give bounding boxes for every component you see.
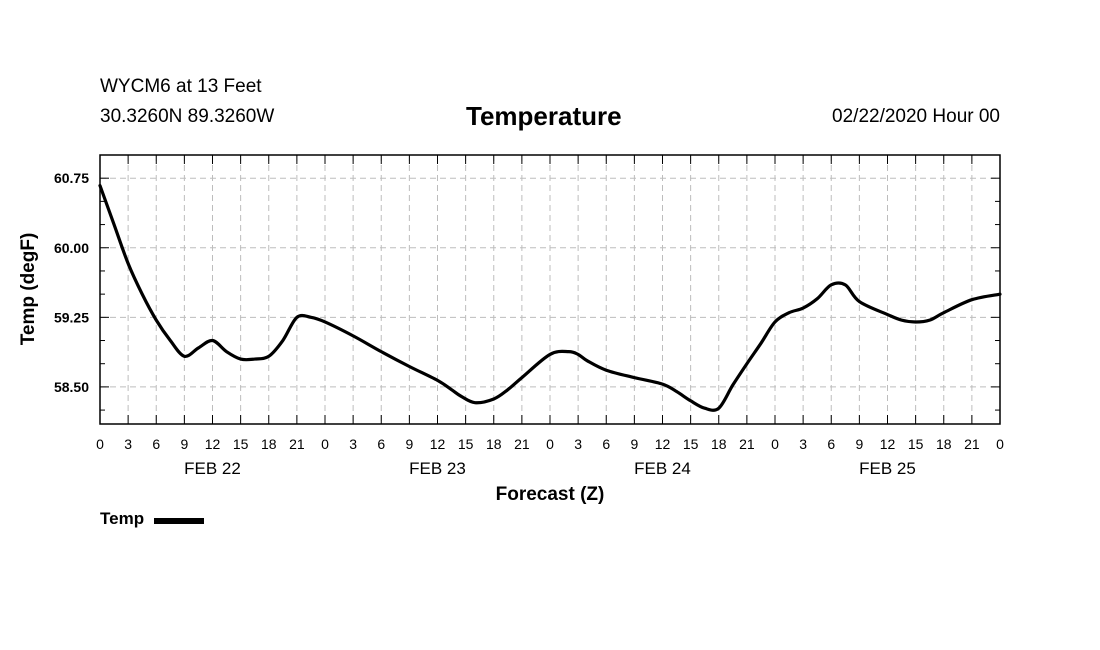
legend-swatch [154,517,205,524]
x-tick-label: 9 [630,436,638,452]
x-tick-label: 0 [996,436,1004,452]
axis-ticks [99,154,1001,424]
x-tick-label: 3 [799,436,807,452]
legend-label: Temp [100,509,145,528]
x-tick-label: 9 [855,436,863,452]
temp-series-line [98,184,1002,412]
x-tick-label: 6 [602,436,610,452]
y-tick-label: 60.00 [54,240,89,256]
x-tick-label: 3 [349,436,357,452]
grid-lines [100,155,1000,424]
y-tick-labels: 58.50 59.25 60.00 60.75 [54,170,89,395]
x-tick-label: 21 [289,436,305,452]
x-tick-label: 18 [936,436,952,452]
x-tick-label: 18 [711,436,727,452]
x-tick-label: 6 [377,436,385,452]
coordinates-label: 30.3260N 89.3260W [100,106,275,127]
y-axis-label: Temp (degF) [18,233,39,346]
y-tick-label: 59.25 [54,309,89,325]
x-tick-label: 18 [261,436,277,452]
x-tick-label: 15 [458,436,474,452]
x-axis-label: Forecast (Z) [496,484,605,505]
legend: Temp [100,509,205,529]
x-tick-label: 6 [827,436,835,452]
x-tick-label: 3 [574,436,582,452]
x-tick-label: 0 [96,436,104,452]
x-tick-label: 0 [771,436,779,452]
x-tick-label: 15 [233,436,249,452]
x-tick-label: 15 [908,436,924,452]
x-tick-label: 0 [321,436,329,452]
day-label: FEB 24 [634,459,691,478]
x-tick-label: 21 [739,436,755,452]
x-tick-label: 21 [964,436,980,452]
day-label: FEB 25 [859,459,916,478]
y-tick-label: 58.50 [54,379,89,395]
x-tick-label: 12 [880,436,896,452]
x-tick-label: 6 [152,436,160,452]
x-tick-label: 9 [180,436,188,452]
x-tick-label: 12 [430,436,446,452]
x-tick-label: 12 [205,436,221,452]
x-tick-label: 15 [683,436,699,452]
day-labels: FEB 22 FEB 23 FEB 24 FEB 25 [184,459,916,478]
x-tick-label: 18 [486,436,502,452]
y-tick-label: 60.75 [54,170,89,186]
x-tick-labels: 0 3 6 9 12 15 18 21 0 3 6 9 12 15 18 21 0 3 6 9 12 15 18 21 0 3 6 9… [96,436,1004,452]
run-time-label: 02/22/2020 Hour 00 [832,106,1000,127]
chart-title: Temperature [466,101,622,131]
x-tick-label: 3 [124,436,132,452]
day-label: FEB 22 [184,459,241,478]
x-tick-label: 21 [514,436,530,452]
day-label: FEB 23 [409,459,466,478]
x-tick-label: 0 [546,436,554,452]
x-tick-label: 12 [655,436,671,452]
station-label: WYCM6 at 13 Feet [100,76,262,97]
plot-frame [99,154,1001,425]
x-tick-label: 9 [405,436,413,452]
